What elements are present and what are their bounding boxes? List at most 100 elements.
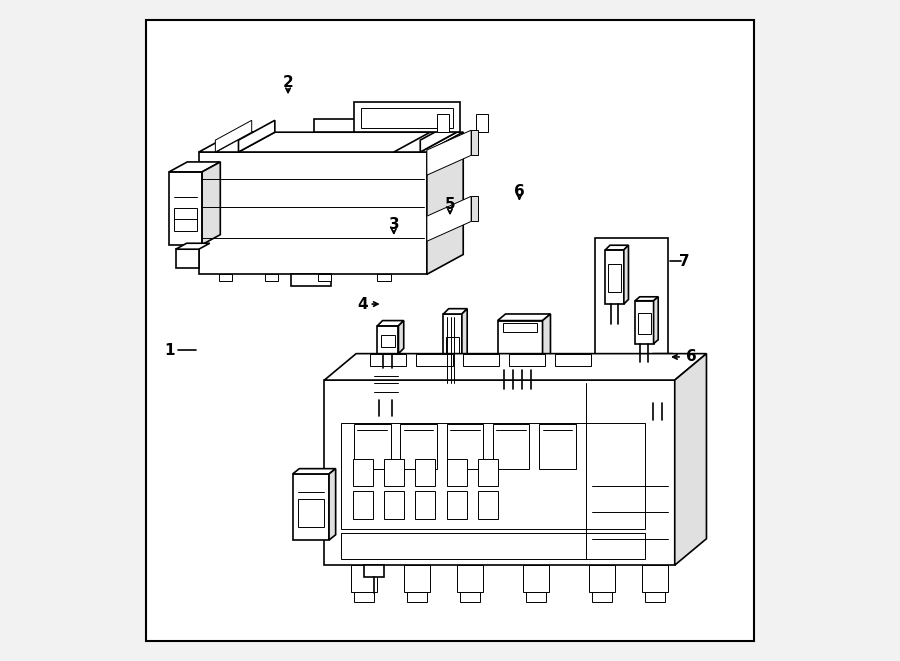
Polygon shape xyxy=(642,565,668,592)
Bar xyxy=(493,424,529,469)
Polygon shape xyxy=(498,321,543,370)
Bar xyxy=(446,424,483,469)
Bar xyxy=(355,424,391,469)
Polygon shape xyxy=(329,469,336,540)
Polygon shape xyxy=(364,565,384,577)
Polygon shape xyxy=(543,314,551,370)
Polygon shape xyxy=(526,592,545,602)
Polygon shape xyxy=(653,297,658,344)
Polygon shape xyxy=(265,274,278,281)
Polygon shape xyxy=(472,130,478,155)
Text: 5: 5 xyxy=(445,198,455,212)
Bar xyxy=(596,238,668,360)
Polygon shape xyxy=(648,358,668,403)
Polygon shape xyxy=(176,249,199,268)
Bar xyxy=(341,423,645,529)
Polygon shape xyxy=(444,309,467,314)
Polygon shape xyxy=(292,474,329,540)
Polygon shape xyxy=(456,565,483,592)
Polygon shape xyxy=(523,565,549,592)
Text: 6: 6 xyxy=(686,350,697,364)
Polygon shape xyxy=(589,565,616,592)
Bar xyxy=(353,459,373,486)
Polygon shape xyxy=(215,132,274,152)
Polygon shape xyxy=(635,301,653,344)
Polygon shape xyxy=(508,354,545,366)
Bar xyxy=(381,335,395,347)
Polygon shape xyxy=(476,114,489,132)
Bar xyxy=(608,264,621,292)
Polygon shape xyxy=(592,592,612,602)
Polygon shape xyxy=(238,120,274,152)
Bar xyxy=(479,459,499,486)
Polygon shape xyxy=(199,152,427,274)
Text: 3: 3 xyxy=(389,217,399,232)
Text: 2: 2 xyxy=(283,75,293,90)
Polygon shape xyxy=(420,120,456,152)
Text: 4: 4 xyxy=(357,297,368,311)
Bar xyxy=(341,533,645,559)
Polygon shape xyxy=(444,314,462,387)
Bar xyxy=(384,491,404,519)
Polygon shape xyxy=(215,120,252,152)
Polygon shape xyxy=(645,592,665,602)
Bar xyxy=(415,491,435,519)
Bar xyxy=(446,491,466,519)
Bar xyxy=(539,424,576,469)
Polygon shape xyxy=(292,274,331,286)
Bar xyxy=(446,459,466,486)
Polygon shape xyxy=(675,354,706,565)
Polygon shape xyxy=(219,274,232,281)
Polygon shape xyxy=(668,354,673,403)
Polygon shape xyxy=(635,297,658,301)
Polygon shape xyxy=(372,367,400,400)
Polygon shape xyxy=(199,132,464,152)
Text: 1: 1 xyxy=(164,343,175,358)
Polygon shape xyxy=(370,354,407,366)
Polygon shape xyxy=(472,196,478,221)
Polygon shape xyxy=(606,245,628,250)
Polygon shape xyxy=(427,196,472,241)
Bar xyxy=(479,491,499,519)
Bar xyxy=(400,424,436,469)
Polygon shape xyxy=(176,243,210,249)
Polygon shape xyxy=(169,172,202,245)
Polygon shape xyxy=(436,114,449,132)
Bar xyxy=(384,459,404,486)
Polygon shape xyxy=(404,565,430,592)
Polygon shape xyxy=(169,162,220,172)
Polygon shape xyxy=(318,274,331,281)
Polygon shape xyxy=(361,108,454,128)
Bar xyxy=(298,499,324,527)
Bar xyxy=(353,491,373,519)
Polygon shape xyxy=(399,321,404,354)
Polygon shape xyxy=(498,314,551,321)
Polygon shape xyxy=(351,565,377,592)
Polygon shape xyxy=(427,130,472,175)
Bar xyxy=(638,313,651,334)
Polygon shape xyxy=(417,354,453,366)
Bar xyxy=(652,373,665,393)
Bar xyxy=(415,459,435,486)
Bar xyxy=(503,323,537,332)
Polygon shape xyxy=(377,321,404,326)
Polygon shape xyxy=(555,354,591,366)
Polygon shape xyxy=(372,362,406,367)
Bar xyxy=(175,208,197,231)
Polygon shape xyxy=(463,354,499,366)
Polygon shape xyxy=(624,245,628,304)
Polygon shape xyxy=(324,354,706,380)
Polygon shape xyxy=(462,309,467,387)
Polygon shape xyxy=(355,592,374,602)
Polygon shape xyxy=(377,326,399,354)
Polygon shape xyxy=(202,162,220,245)
Polygon shape xyxy=(606,250,624,304)
Bar xyxy=(446,337,459,367)
Polygon shape xyxy=(407,592,427,602)
Polygon shape xyxy=(355,102,460,132)
Polygon shape xyxy=(314,119,367,132)
Text: 7: 7 xyxy=(680,254,690,268)
Polygon shape xyxy=(292,469,336,474)
Polygon shape xyxy=(377,274,391,281)
Polygon shape xyxy=(460,592,480,602)
